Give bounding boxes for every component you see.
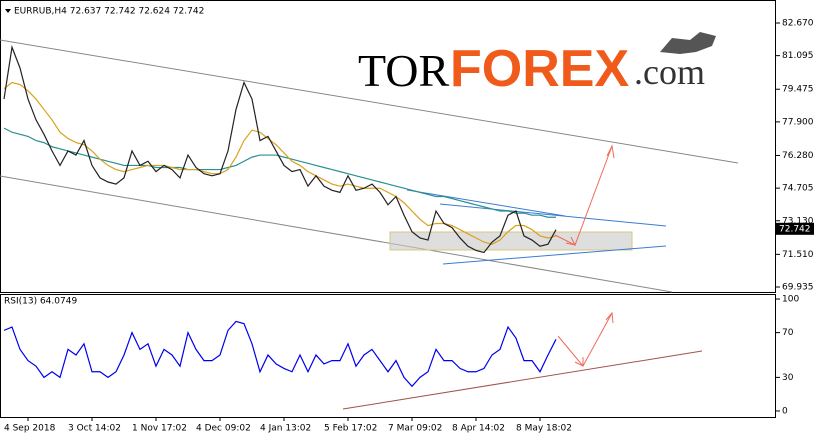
- y-tick-label: 82.670: [782, 18, 814, 28]
- watermark-forex: FOREX: [450, 40, 629, 98]
- trend-line: [439, 203, 667, 227]
- x-tick-label: 8 May 18:02: [516, 424, 572, 434]
- last-price-box: [776, 222, 814, 235]
- series-line: [3, 81, 557, 245]
- x-tick-label: 4 Dec 09:02: [196, 424, 251, 434]
- rsi-title: RSI(13) 64.0749: [4, 297, 77, 307]
- y-tick-label: 71.510: [782, 250, 814, 260]
- channel-upper: [0, 39, 739, 164]
- y-tick-label: 69.935: [782, 283, 814, 293]
- y-tick-label: 0: [782, 406, 788, 416]
- arrow-head: [565, 144, 615, 246]
- channel-lower: [0, 175, 673, 293]
- support-zone: [389, 231, 633, 251]
- y-tick-label: 100: [782, 295, 799, 305]
- y-tick-label: 81.095: [782, 51, 814, 61]
- price-title: EURRUB,H4 72.637 72.742 72.624 72.742: [14, 7, 204, 17]
- rsi-frame: [0, 294, 776, 418]
- rsi-trend-line: [342, 350, 703, 410]
- y-tick-label: 70: [782, 328, 794, 338]
- last-price-label: 72.742: [779, 224, 811, 234]
- series-line: [3, 44, 557, 254]
- y-tick-label: 30: [782, 373, 794, 383]
- bull-icon: [660, 32, 716, 54]
- watermark-tor: TOR: [358, 45, 449, 96]
- y-tick-label: 79.475: [782, 85, 814, 95]
- x-tick-label: 4 Jan 13:02: [260, 424, 311, 434]
- series-line: [3, 127, 556, 218]
- y-tick-label: 73.130: [782, 216, 814, 226]
- arrow-head: [574, 311, 614, 367]
- x-tick-label: 3 Oct 14:02: [68, 424, 121, 434]
- x-tick-label: 5 Feb 17:02: [324, 424, 377, 434]
- series-line: [3, 320, 557, 388]
- y-tick-label: 76.280: [782, 151, 814, 161]
- watermark: TOR FOREX .com: [358, 32, 716, 98]
- drawings: [0, 39, 739, 410]
- watermark-com: .com: [634, 52, 705, 92]
- x-tick-label: 4 Sep 2018: [4, 424, 56, 434]
- y-tick-label: 77.900: [782, 117, 814, 127]
- x-tick-label: 8 Apr 14:02: [452, 424, 505, 434]
- trend-line: [442, 245, 667, 265]
- menu-triangle: [5, 9, 11, 13]
- price-frame: [0, 0, 776, 293]
- x-tick-label: 1 Nov 17:02: [132, 424, 187, 434]
- x-tick-label: 7 Mar 09:02: [388, 424, 442, 434]
- trend-line: [406, 189, 566, 217]
- y-tick-label: 74.705: [782, 184, 814, 194]
